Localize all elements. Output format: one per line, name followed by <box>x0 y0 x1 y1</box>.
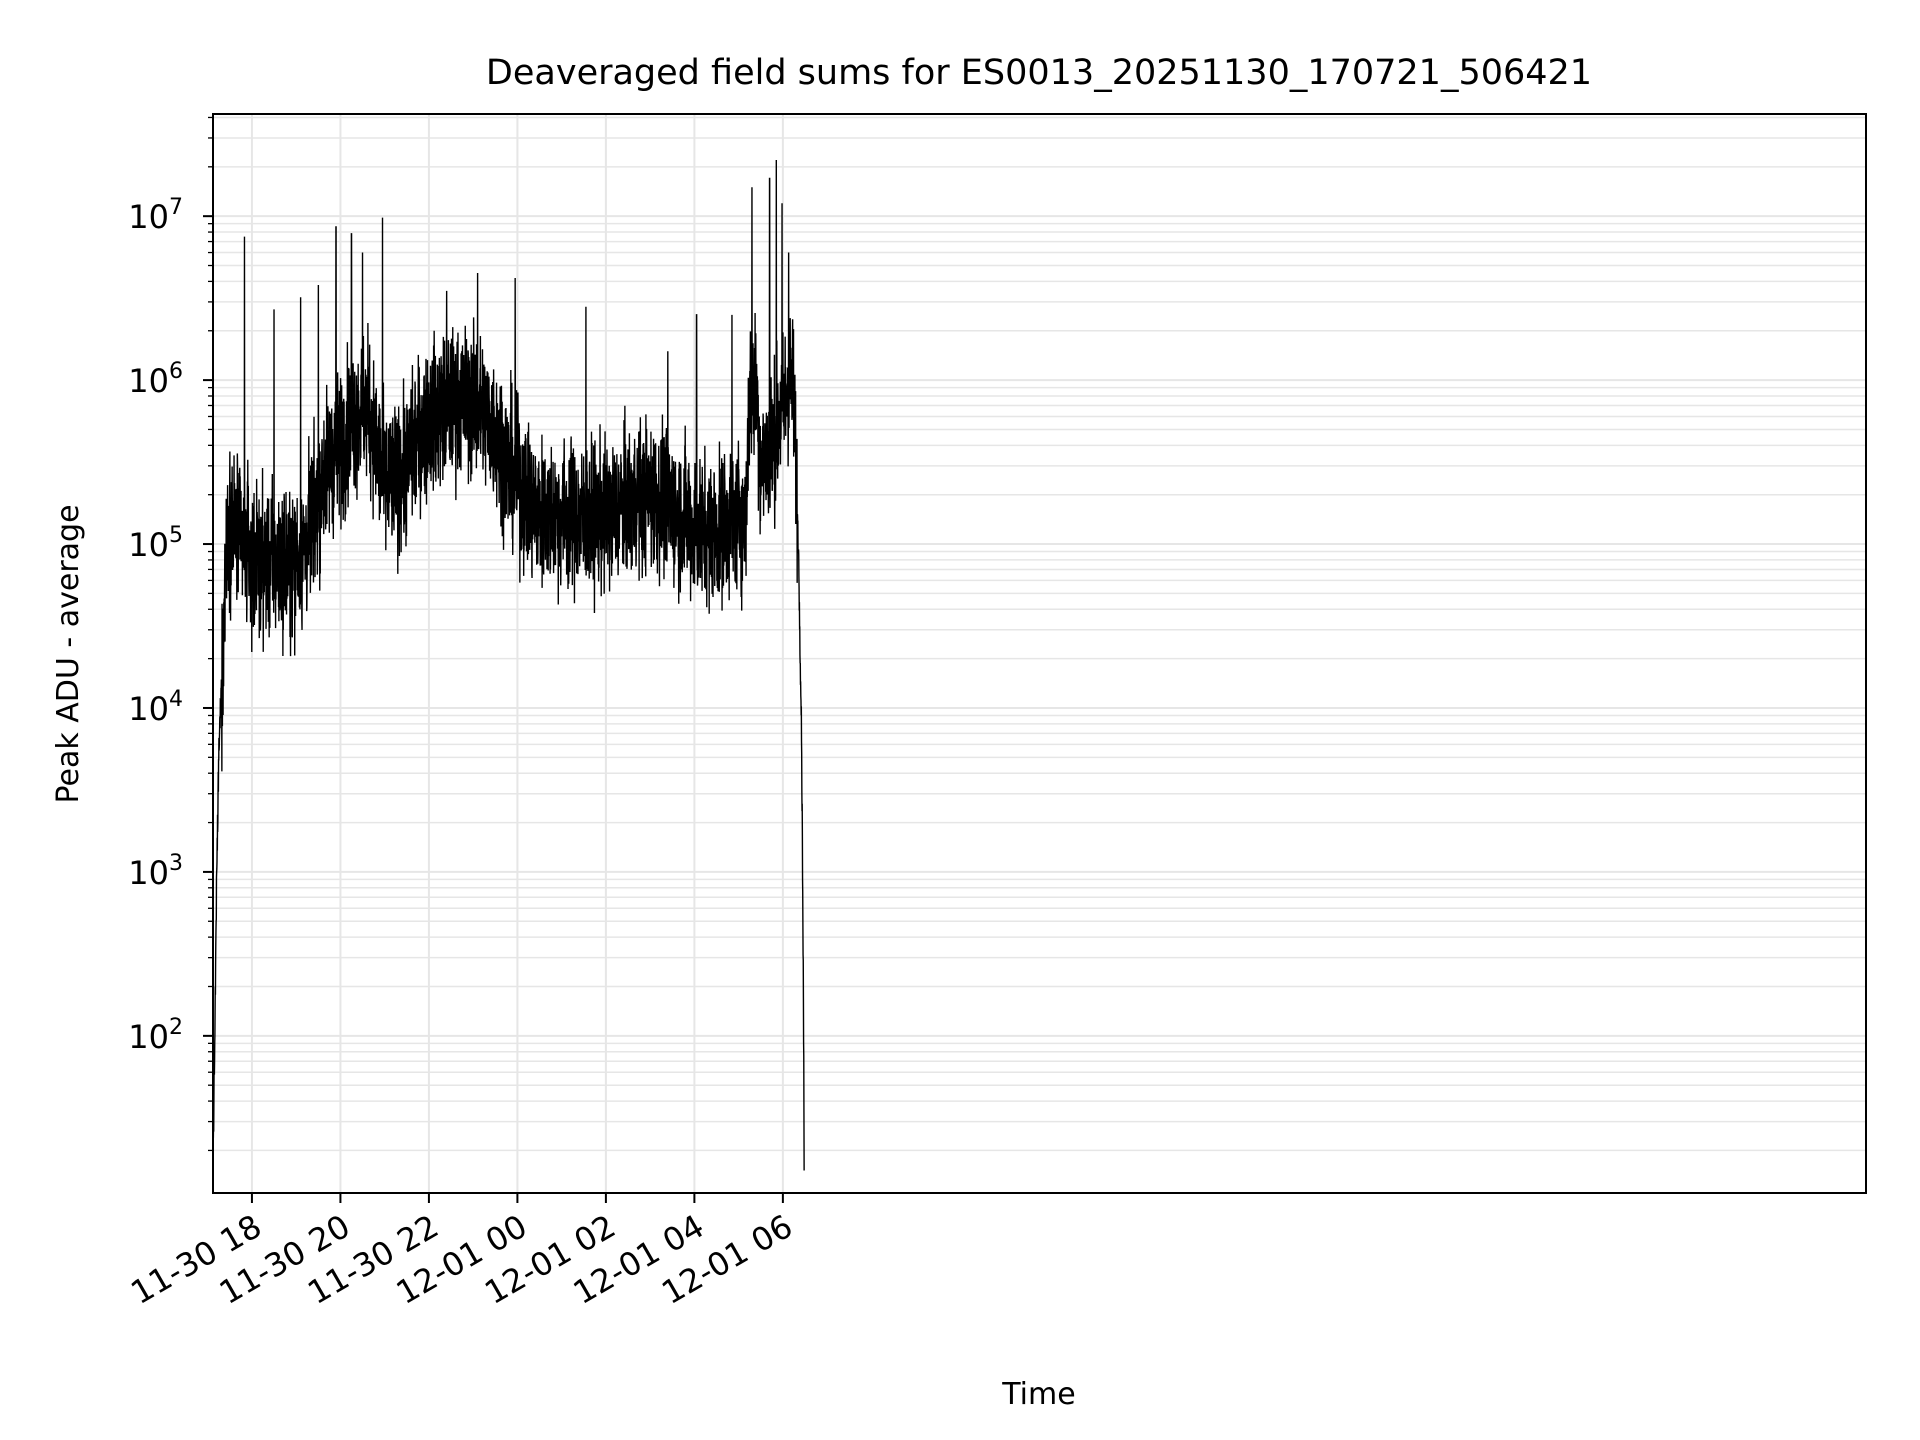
series-line <box>212 160 805 1171</box>
y-tick-label: 103 <box>128 851 183 892</box>
grid <box>213 114 1866 1193</box>
plot-frame <box>212 113 1867 1194</box>
y-tick-label: 105 <box>128 523 183 564</box>
series-group <box>212 160 805 1171</box>
y-axis-label: Peak ADU - average <box>51 504 86 803</box>
y-tick-label: 106 <box>128 359 183 400</box>
y-tick-label: 102 <box>128 1015 183 1056</box>
chart-title: Deaveraged field sums for ES0013_2025113… <box>486 53 1592 93</box>
y-tick-label: 104 <box>128 687 183 728</box>
y-tick-label: 107 <box>128 195 183 236</box>
x-axis-label: Time <box>1001 1377 1075 1412</box>
